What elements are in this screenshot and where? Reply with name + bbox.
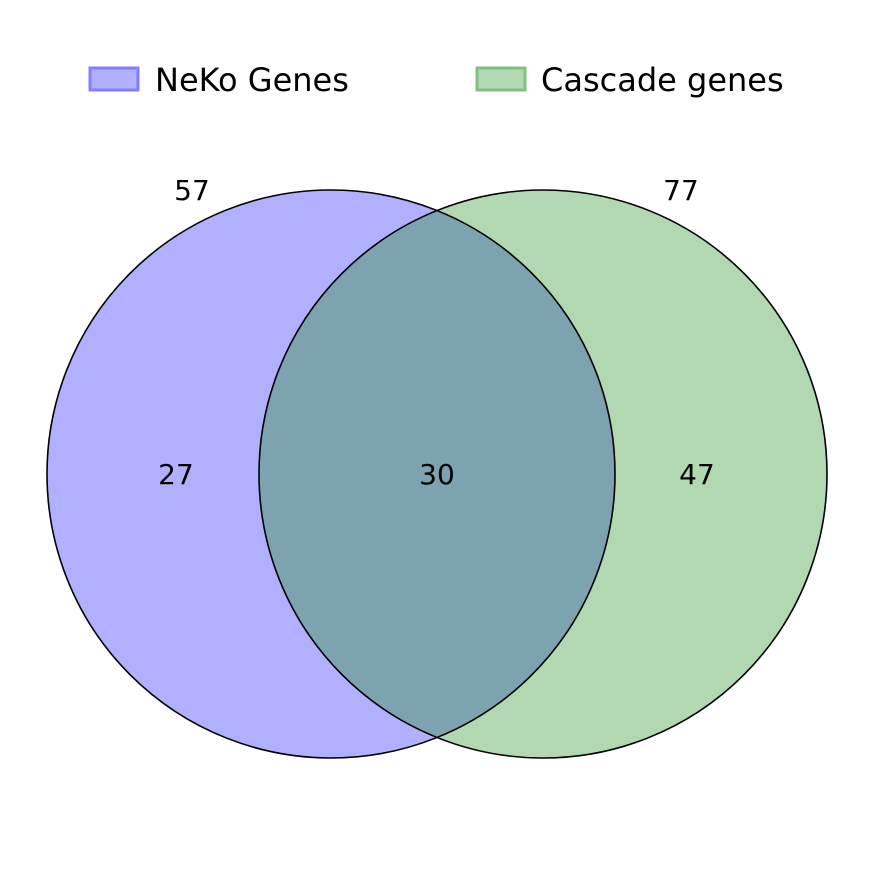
- set-a-outline: [46, 189, 616, 759]
- set-b-outline: [258, 189, 828, 759]
- venn-counts: 57 77 27 30 47: [158, 174, 715, 491]
- legend-label-cascade: Cascade genes: [541, 61, 784, 99]
- only-b-label: 47: [679, 458, 715, 491]
- only-a-label: 27: [158, 458, 194, 491]
- set-a-total-label: 57: [174, 174, 210, 207]
- overlap-region: [259, 190, 615, 758]
- legend-swatch-neko: [88, 66, 140, 92]
- legend-label-neko: NeKo Genes: [155, 61, 349, 99]
- set-b-total-label: 77: [663, 174, 699, 207]
- legend: NeKo Genes Cascade genes: [88, 61, 784, 99]
- legend-swatch-cascade: [475, 66, 527, 92]
- overlap-label: 30: [419, 458, 455, 491]
- venn-circles: [46, 189, 828, 759]
